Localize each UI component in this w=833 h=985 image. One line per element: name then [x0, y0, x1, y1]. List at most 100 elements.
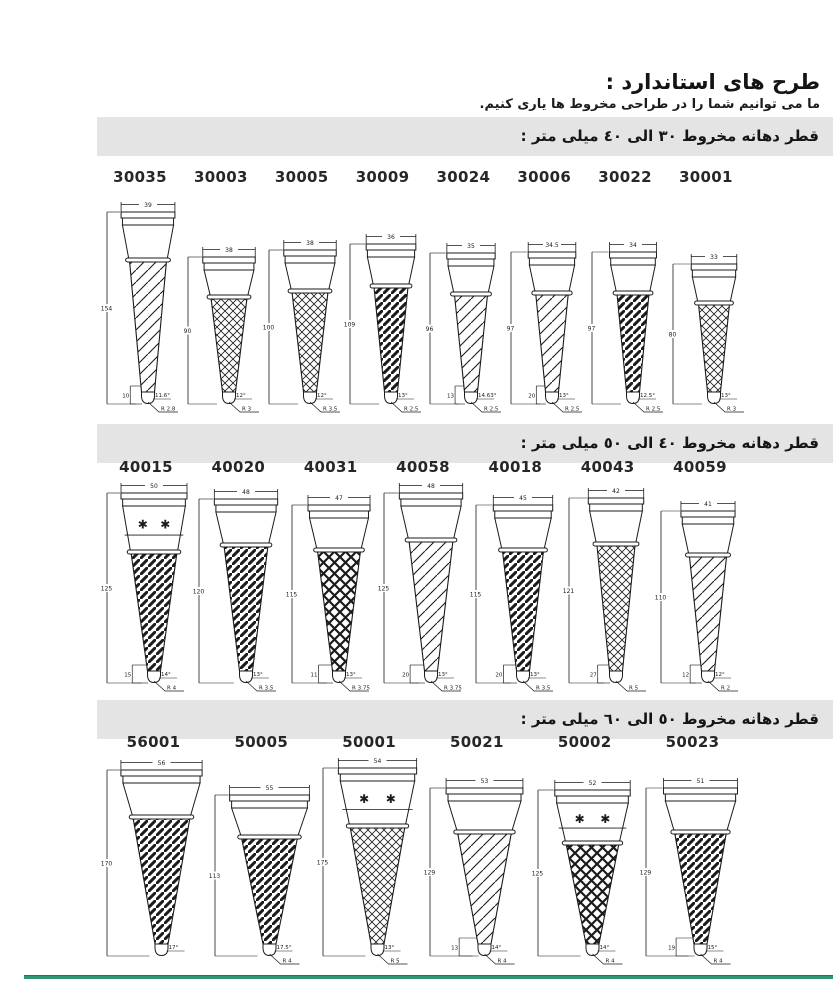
svg-text:12°: 12°: [236, 393, 246, 399]
footer-divider-line: [24, 975, 833, 979]
svg-text:14.63°: 14.63°: [478, 393, 497, 399]
cone-id-label: 40020: [211, 458, 266, 476]
svg-text:R 4: R 4: [498, 959, 508, 965]
cone-drawing: 42 121 27 R 5: [561, 486, 646, 692]
svg-text:✱: ✱: [160, 517, 170, 531]
svg-text:42: 42: [612, 488, 620, 495]
cone-drawing: 51 129 19 15° R 4: [638, 776, 738, 965]
svg-text:12: 12: [682, 673, 689, 679]
svg-text:45: 45: [519, 495, 527, 502]
svg-text:80: 80: [669, 332, 677, 339]
svg-text:R 2: R 2: [721, 686, 730, 692]
cone-drawing: 38 90 12° R 3: [180, 245, 259, 413]
cone-id-label: 40058: [396, 458, 450, 476]
svg-text:13°: 13°: [384, 945, 394, 951]
svg-text:20: 20: [402, 673, 409, 679]
svg-text:90: 90: [184, 328, 192, 335]
svg-text:175: 175: [316, 860, 328, 867]
cone-drawing: 38 100 12° R 3.5: [261, 238, 340, 413]
svg-text:13: 13: [447, 394, 454, 400]
cone-id-label: 50001: [342, 733, 396, 751]
svg-text:53: 53: [481, 778, 489, 785]
cone-row-30-40: 30035 39 154 10 11.6° R 2.8 30003 38 90 12° R 3 300…: [100, 168, 746, 418]
svg-text:R 2.5: R 2.5: [565, 407, 580, 413]
cone-id-label: 50002: [557, 733, 612, 751]
cone-drawing: 55 113 17.5° R 4: [207, 783, 310, 965]
section-header-text: قطر دهانه مخروط ٥٠ الی ٦٠ میلی متر :: [520, 710, 819, 728]
svg-text:109: 109: [343, 322, 355, 329]
cone-figure-30024: 30024 35 96 13 14.63° R 2.5: [423, 168, 503, 418]
svg-text:R 2.5: R 2.5: [646, 407, 661, 413]
svg-text:34.5: 34.5: [546, 242, 560, 249]
cone-id-label: 30001: [679, 168, 733, 186]
svg-text:13°: 13°: [438, 672, 448, 678]
cone-figure-30006: 30006 34.5 97 20 13° R 2.5: [504, 168, 584, 418]
svg-text:96: 96: [426, 326, 434, 333]
svg-text:✱: ✱: [575, 812, 585, 826]
cone-figure-50001: 50001 54 ✱ ✱ 175 13° R 5: [315, 733, 423, 970]
svg-text:R 3.5: R 3.5: [259, 686, 274, 692]
svg-text:R 4: R 4: [713, 959, 723, 965]
svg-text:54: 54: [373, 758, 381, 765]
svg-text:115: 115: [470, 592, 482, 599]
cone-drawing: 33 80 13° R 3: [665, 252, 744, 413]
svg-text:13°: 13°: [530, 672, 540, 678]
cone-figure-30001: 30001 33 80 13° R 3: [665, 168, 746, 418]
cone-figure-40018: 40018 45 115 20 13° R 3.5: [469, 458, 561, 697]
svg-text:R 2.5: R 2.5: [484, 407, 499, 413]
cone-figure-30035: 30035 39 154 10 11.6° R 2.8: [100, 168, 180, 418]
cone-drawing: 48 125 20 13° R 3.75: [376, 481, 464, 692]
svg-text:R 4: R 4: [167, 686, 177, 692]
cone-id-label: 30022: [598, 168, 652, 186]
svg-text:34: 34: [629, 242, 637, 249]
svg-text:41: 41: [704, 501, 712, 508]
cone-drawing: 36 109 13° R 2.5: [342, 232, 421, 413]
svg-text:13: 13: [452, 946, 459, 952]
svg-text:✱: ✱: [359, 792, 369, 806]
cone-id-label: 40059: [673, 458, 727, 476]
svg-text:R 3: R 3: [242, 407, 252, 413]
cone-figure-40020: 40020 48 120 13° R 3.5: [192, 458, 284, 697]
svg-text:36: 36: [387, 234, 395, 241]
svg-text:39: 39: [144, 202, 152, 209]
cone-id-label: 50005: [234, 733, 289, 751]
svg-text:✱: ✱: [385, 792, 395, 806]
svg-text:R 2.8: R 2.8: [161, 407, 176, 413]
cone-id-label: 30024: [436, 168, 491, 186]
svg-text:14°: 14°: [600, 945, 610, 951]
svg-text:125: 125: [378, 586, 390, 593]
cone-id-label: 40031: [303, 458, 358, 476]
svg-text:15: 15: [124, 673, 131, 679]
cone-drawing: 45 115 20 13° R 3.5: [469, 493, 554, 692]
cone-figure-30022: 30022 34 97 12.5° R 2.5: [585, 168, 665, 418]
svg-text:129: 129: [424, 870, 436, 877]
page-subtitle: ما می توانیم شما را در طراحی مخروط ها یا…: [479, 97, 821, 112]
cone-figure-40058: 40058 48 125 20 13° R 3.75: [376, 458, 469, 697]
svg-text:115: 115: [285, 592, 297, 599]
cone-figure-30009: 30009 36 109 13° R 2.5: [342, 168, 423, 418]
cone-id-label: 50021: [450, 733, 504, 751]
section-header-bar-50-60: قطر دهانه مخروط ٥٠ الی ٦٠ میلی متر :: [97, 700, 833, 739]
cone-figure-40043: 40043 42 121 27 R 5: [561, 458, 654, 697]
cone-drawing: 35 96 13 14.63° R 2.5: [423, 241, 502, 413]
svg-text:52: 52: [589, 780, 597, 787]
svg-text:11.6°: 11.6°: [155, 393, 170, 399]
svg-text:170: 170: [101, 861, 113, 868]
cone-id-label: 30009: [355, 168, 410, 186]
cone-id-label: 30005: [274, 168, 329, 186]
svg-text:100: 100: [262, 325, 274, 332]
cone-drawing: 54 ✱ ✱ 175 13° R 5: [315, 756, 417, 965]
cone-figure-56001: 56001 56 170 17°: [100, 733, 207, 970]
svg-text:13°: 13°: [346, 672, 356, 678]
svg-text:125: 125: [532, 871, 544, 878]
svg-text:113: 113: [209, 873, 221, 880]
svg-text:13°: 13°: [721, 393, 731, 399]
svg-text:12°: 12°: [715, 672, 725, 678]
svg-text:125: 125: [101, 586, 113, 593]
svg-text:17°: 17°: [169, 945, 179, 951]
section-header-bar-30-40: قطر دهانه مخروط ٣٠ الی ٤٠ میلی متر :: [97, 117, 833, 156]
svg-text:20: 20: [496, 673, 503, 679]
cone-drawing: 48 120 13° R 3.5: [192, 487, 279, 692]
svg-text:38: 38: [225, 247, 233, 254]
svg-text:51: 51: [697, 778, 705, 785]
